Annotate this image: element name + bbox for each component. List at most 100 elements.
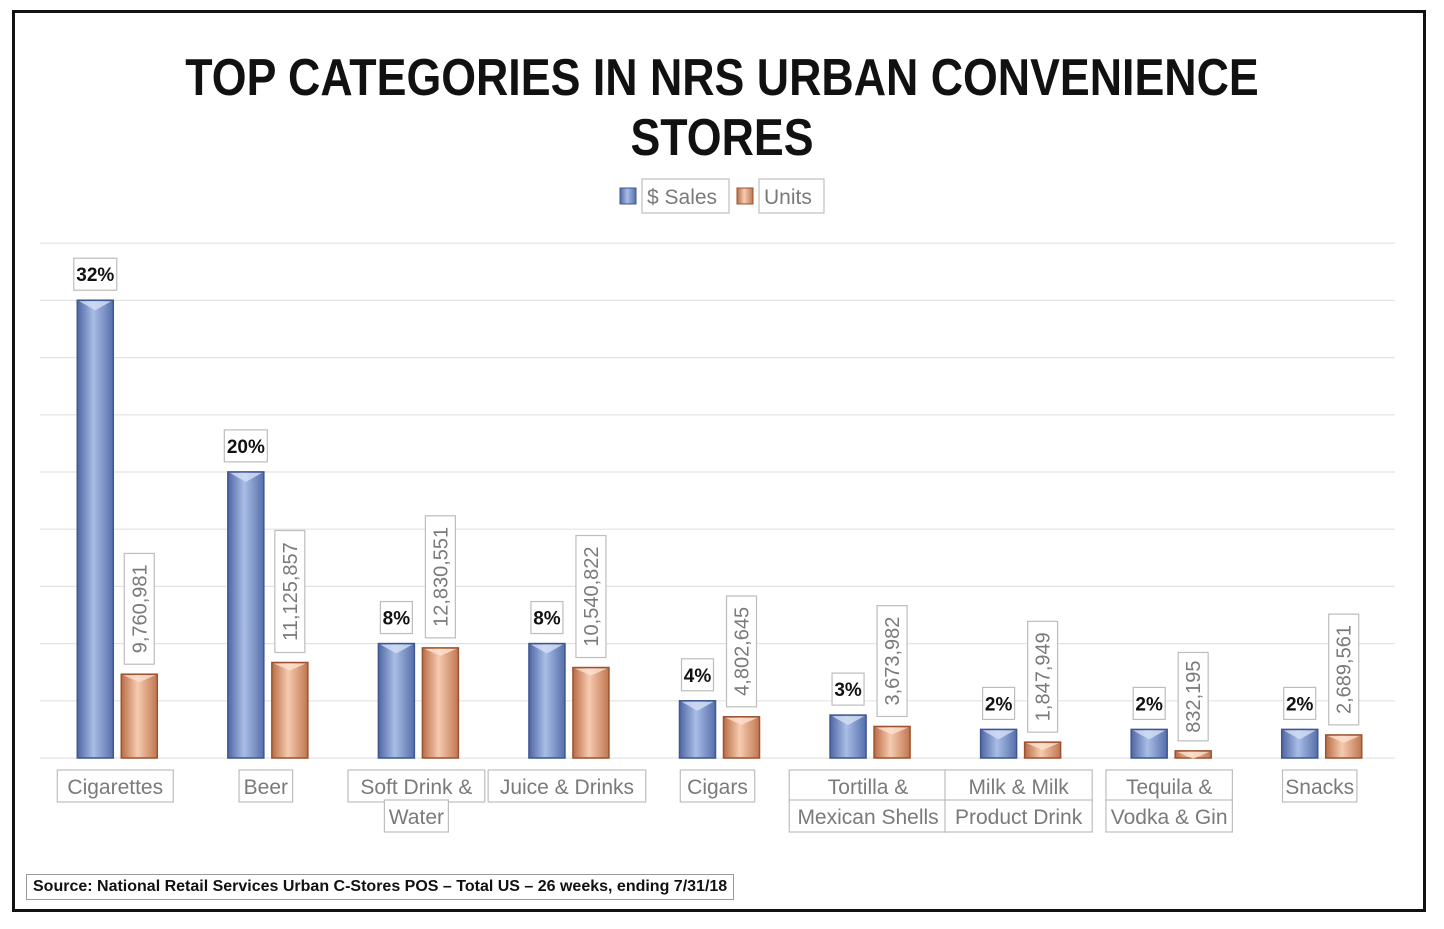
category-label-box [238,769,294,803]
category-label-box [679,769,756,803]
bar-units-bevel [123,675,156,683]
gridlines [40,242,1395,759]
units-label: 4,802,645 [732,607,754,696]
bar-sales-bevel [982,730,1015,740]
category-label: Beer [238,769,294,803]
legend-label-box [758,178,825,214]
bar-units [1324,734,1363,759]
data-labels: 32% 9,760,981 20% 11,125,857 8% 12,830,551 8% 1… [73,257,1360,742]
units-label-group: 832,195 [1177,651,1209,742]
legend-label: Units [764,186,812,209]
sales-label-box [1283,686,1317,720]
units-label-box [876,605,908,718]
category-label-text: Snacks [1285,776,1354,799]
units-label-group: 4,802,645 [725,595,758,708]
category-label-text: Vodka & Gin [1111,806,1228,829]
units-label-box [1177,651,1209,742]
category-label: Cigars [679,769,756,803]
category-label-text: Cigars [687,776,748,799]
legend-label-box [641,178,730,214]
units-label-box [424,515,456,639]
category-label-text: Tequila & [1126,776,1212,799]
units-label: 9,760,981 [129,564,151,653]
units-label-group: 1,847,949 [1027,620,1059,733]
sales-label: 4% [684,666,712,687]
units-label-box [123,552,155,665]
bar-sales-bevel [832,716,865,726]
category-label-box [944,799,1093,833]
bar-sales-bevel [229,472,262,482]
category-label: Tequila & Vodka & Gin [1105,769,1233,833]
category-label-box [56,769,174,803]
bar-units-bevel [574,668,607,676]
units-label-box [274,529,306,654]
units-label: 3,673,982 [882,617,904,706]
legend-swatch [619,187,637,205]
sales-label: 2% [1135,694,1163,715]
category-label-text: Milk & Milk [968,776,1069,799]
bar-units [120,673,159,759]
units-label-group: 9,760,981 [123,552,155,665]
sales-label-box [223,429,268,463]
category-label-box [347,769,486,803]
bar-sales-bevel [1283,730,1316,740]
units-label: 11,125,857 [280,542,302,641]
sales-label: 32% [76,265,114,286]
units-label-box [1027,620,1059,733]
bar-units-bevel [1327,735,1360,743]
category-label-box [1281,769,1358,803]
sales-label-box [530,600,564,635]
bars [76,299,1363,759]
category-label: Tortilla & Mexican Shells [788,769,948,833]
category-label-text: Water [389,806,444,829]
bar-sales [528,642,566,759]
sales-label: 20% [227,437,265,458]
units-label-group: 10,540,822 [575,534,607,659]
units-label-group: 2,689,561 [1328,613,1360,726]
units-label: 12,830,551 [430,527,452,627]
category-label-box [788,799,948,833]
bar-units [421,647,460,759]
category-labels: Cigarettes Beer Soft Drink & Water Juice & D… [56,769,1358,833]
category-label-text: Cigarettes [67,776,163,799]
units-label-box [575,534,607,659]
sales-label: 3% [834,680,862,701]
sales-label-box [982,686,1016,720]
units-label: 1,847,949 [1033,632,1055,721]
bar-units-bevel [1026,743,1059,751]
sales-label: 2% [985,694,1013,715]
category-label-box [1105,769,1233,803]
chart-title: TOP CATEGORIES IN NRS URBAN CONVENIENCE … [185,49,1259,167]
legend: $ Sales Units [619,178,825,214]
bar-units [271,661,309,759]
category-label-text: Product Drink [955,806,1083,829]
bar-units-bevel [1177,751,1210,759]
category-label-box [383,799,449,833]
bar-sales [76,299,115,759]
sales-label-box [680,658,715,692]
source-note: Source: National Retail Services Urban C… [26,874,735,900]
category-label-text: Juice & Drinks [500,776,634,799]
units-label: 10,540,822 [581,546,603,646]
category-label: Juice & Drinks [487,769,647,803]
category-label-box [487,769,647,803]
category-label: Cigarettes [56,769,174,803]
bar-units-bevel [424,648,457,656]
bar-units-bevel [273,663,306,671]
units-label: 2,689,561 [1334,625,1356,714]
bar-units [572,666,610,759]
bar-sales [227,471,265,759]
sales-label-box [73,257,118,291]
legend-swatch [736,187,754,205]
category-label-text: Mexican Shells [797,806,938,829]
bar-sales-bevel [681,701,714,711]
sales-label: 8% [533,609,561,630]
category-label-text: Soft Drink & [360,776,472,799]
category-label: Milk & Milk Product Drink [944,769,1093,833]
category-label: Soft Drink & Water [347,769,486,833]
bar-sales [377,642,416,759]
units-label-group: 3,673,982 [876,605,908,718]
category-label-text: Beer [244,776,288,799]
bar-sales-bevel [79,301,112,311]
